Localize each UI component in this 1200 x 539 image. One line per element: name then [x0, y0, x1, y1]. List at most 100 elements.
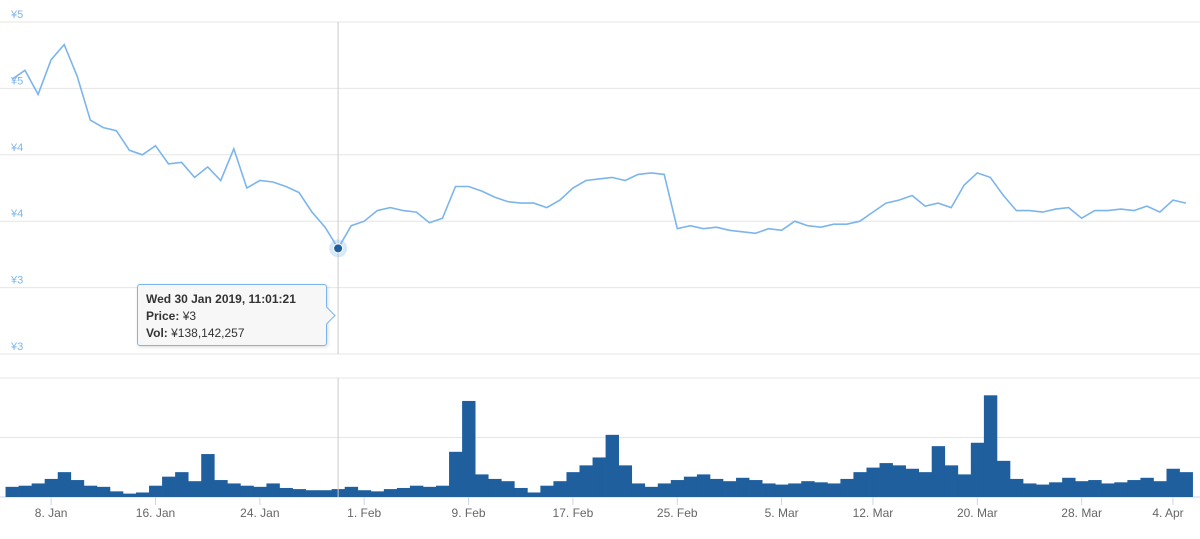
volume-bar	[383, 489, 398, 497]
volume-bar	[618, 465, 633, 497]
x-tick-label: 5. Mar	[765, 506, 799, 520]
volume-bar	[201, 454, 215, 497]
volume-bar	[762, 483, 776, 497]
volume-series	[5, 395, 1193, 497]
volume-bar	[1088, 480, 1102, 497]
volume-bar	[592, 457, 606, 497]
volume-bar	[931, 446, 946, 497]
volume-bar	[840, 478, 854, 497]
x-tick-label: 16. Jan	[136, 506, 175, 520]
volume-bar	[683, 476, 698, 497]
price-line	[11, 43, 1187, 250]
tooltip-price-row: Price: ¥3	[146, 308, 318, 325]
price-tick-label: ¥4	[10, 208, 23, 220]
volume-bar	[357, 490, 372, 497]
volume-bar	[83, 485, 98, 497]
tooltip-date: Wed 30 Jan 2019, 11:01:21	[146, 292, 296, 306]
volume-bar	[1140, 477, 1154, 497]
volume-bar	[175, 472, 189, 497]
x-axis-labels: 8. Jan 16. Jan 24. Jan 1. Feb 9. Feb 17. Feb 2…	[35, 497, 1184, 520]
volume-bar	[892, 465, 906, 497]
volume-bar	[853, 472, 867, 497]
volume-bar	[918, 472, 933, 497]
volume-bar	[162, 476, 176, 497]
volume-bar	[696, 474, 711, 497]
volume-bar	[788, 483, 802, 497]
volume-bar	[1036, 484, 1050, 497]
volume-bar	[44, 478, 59, 497]
volume-bar	[5, 486, 19, 497]
volume-bar	[879, 463, 893, 497]
volume-bar	[722, 481, 737, 497]
volume-bar	[449, 451, 463, 497]
volume-bar	[1062, 477, 1076, 497]
volume-bar	[109, 491, 124, 497]
volume-bar	[135, 492, 150, 497]
price-tick-label: ¥3	[10, 341, 23, 353]
volume-bar	[1153, 481, 1167, 497]
volume-bar	[396, 487, 411, 497]
tooltip-vol-value: ¥138,142,257	[171, 326, 245, 340]
x-tick-label: 17. Feb	[553, 506, 594, 520]
price-axis-labels: ¥5 ¥5 ¥4 ¥4 ¥3 ¥3	[10, 9, 23, 353]
tooltip-price-label: Price:	[146, 309, 180, 323]
volume-bar	[436, 485, 450, 497]
volume-bar	[227, 483, 241, 497]
x-tick-label: 1. Feb	[347, 506, 381, 520]
price-tick-label: ¥5	[10, 9, 23, 21]
tooltip: Wed 30 Jan 2019, 11:01:21 Price: ¥3 Vol:…	[137, 284, 336, 346]
tooltip-vol-row: Vol: ¥138,142,257	[146, 325, 318, 342]
volume-bar	[814, 482, 828, 497]
volume-bar	[31, 483, 46, 497]
price-tick-label: ¥5	[10, 75, 23, 87]
volume-bar	[475, 474, 489, 497]
volume-bar	[188, 481, 202, 497]
volume-bar	[409, 485, 424, 497]
volume-bar	[775, 484, 789, 497]
volume-bar	[1179, 472, 1193, 497]
volume-bar	[344, 486, 359, 497]
x-tick-label: 8. Jan	[35, 506, 68, 520]
volume-bar	[866, 467, 880, 497]
volume-bar	[501, 481, 515, 497]
volume-bar	[540, 485, 554, 497]
volume-bar	[1023, 483, 1037, 497]
volume-bar	[514, 487, 528, 497]
tooltip-price-value: ¥3	[182, 309, 197, 323]
volume-bar	[488, 478, 502, 497]
volume-bar	[122, 493, 137, 497]
x-tick-label: 9. Feb	[452, 506, 486, 520]
volume-bar	[1127, 480, 1141, 497]
volume-bar	[370, 491, 385, 497]
volume-bar	[305, 490, 319, 497]
volume-bar	[1101, 483, 1115, 497]
volume-bar	[240, 485, 254, 497]
volume-bar	[1049, 482, 1063, 497]
volume-bar	[1114, 482, 1128, 497]
volume-bar	[827, 483, 841, 497]
volume-bar	[670, 480, 685, 497]
volume-bar	[944, 465, 959, 497]
volume-bar	[996, 460, 1011, 497]
hover-point[interactable]	[333, 243, 344, 254]
volume-bar	[566, 472, 580, 497]
volume-bar	[957, 474, 972, 497]
x-tick-label: 25. Feb	[657, 506, 698, 520]
volume-bar	[736, 477, 750, 497]
x-tick-label: 20. Mar	[957, 506, 998, 520]
x-tick-label: 4. Apr	[1152, 506, 1183, 520]
volume-bar	[422, 486, 437, 497]
volume-bar	[57, 472, 72, 497]
x-tick-label: 24. Jan	[240, 506, 279, 520]
volume-bar	[318, 490, 333, 497]
price-tick-label: ¥3	[10, 275, 23, 287]
tooltip-vol-label: Vol:	[146, 326, 168, 340]
volume-bar	[1075, 481, 1089, 497]
volume-bar	[983, 395, 998, 497]
volume-bar	[70, 480, 85, 497]
volume-bar	[905, 468, 920, 497]
volume-bar	[970, 442, 985, 497]
volume-bar	[644, 486, 659, 497]
volume-bar	[214, 480, 228, 497]
